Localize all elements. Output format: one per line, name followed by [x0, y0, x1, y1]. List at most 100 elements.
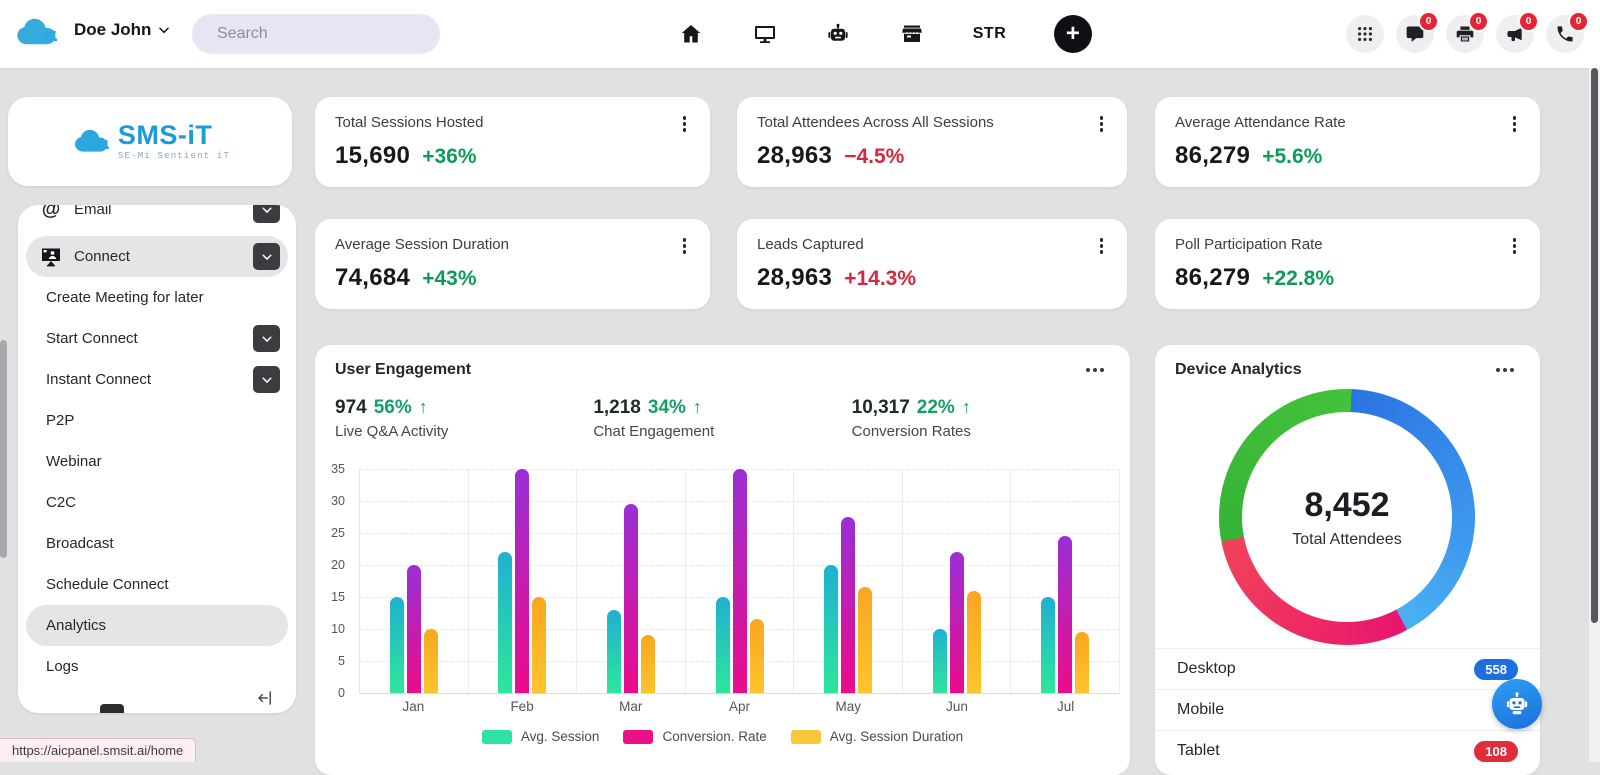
metric-chat-engagement: 1,218 34% ↑ Chat Engagement	[593, 397, 851, 440]
sidebar-logo-card: SMS-iT SE-Mi Sentient iT	[8, 97, 292, 186]
sidebar-item-label: Schedule Connect	[46, 576, 169, 593]
engagement-metrics: 974 56% ↑ Live Q&A Activity 1,218 34% ↑ Chat En…	[335, 397, 1110, 440]
total-attendees-value: 8,452	[1304, 485, 1390, 524]
stat-card-total-sessions-hosted: Total Sessions Hosted 15,690 +36%	[315, 97, 710, 187]
chevron-down-icon	[159, 27, 170, 34]
bar-jan-avg-session-duration	[423, 629, 438, 693]
notification-badge: 0	[1568, 11, 1589, 32]
sidebar-item-label: Instant Connect	[46, 371, 152, 388]
sidebar-item-start-connect[interactable]: Start Connect	[26, 318, 288, 359]
metric-value: 974	[335, 397, 367, 418]
sidebar-scrollbar[interactable]	[0, 340, 7, 558]
sidebar-item-broadcast[interactable]: Broadcast	[26, 523, 288, 564]
kebab-menu-icon[interactable]	[1096, 236, 1108, 256]
chart-legend: Avg. Session Conversion. Rate Avg. Session…	[315, 729, 1130, 744]
legend-item-avg-session-duration: Avg. Session Duration	[790, 729, 963, 744]
x-axis-label: Apr	[729, 699, 751, 714]
kebab-menu-icon[interactable]	[1096, 114, 1108, 134]
stat-title: Average Session Duration	[335, 236, 509, 253]
robot-icon[interactable]	[825, 21, 851, 47]
metric-pct: 34%	[647, 397, 686, 418]
legend-label: Avg. Session	[520, 729, 600, 744]
metric-label: Chat Engagement	[593, 423, 715, 440]
smsit-logo-title: SMS-iT	[117, 120, 213, 150]
device-row-desktop[interactable]: Desktop 558	[1155, 648, 1540, 689]
device-row-mobile[interactable]: Mobile	[1155, 689, 1540, 730]
search-input[interactable]	[215, 24, 426, 44]
x-axis-label: Mar	[619, 699, 643, 714]
apps-grid-icon[interactable]	[1346, 15, 1384, 53]
sidebar-item-p2p[interactable]: P2P	[26, 400, 288, 441]
metric-label: Live Q&A Activity	[335, 423, 449, 440]
bar-jan-avg-session	[389, 597, 404, 693]
store-icon[interactable]	[899, 21, 925, 47]
megaphone-icon[interactable]: 0	[1496, 11, 1539, 53]
bar-may-avg-session-duration	[858, 587, 873, 693]
sidebar-item-schedule-connect[interactable]: Schedule Connect	[26, 564, 288, 605]
y-axis-tick: 0	[338, 686, 345, 700]
sidebar-item-analytics[interactable]: Analytics	[26, 605, 288, 646]
str-link[interactable]: STR	[972, 25, 1007, 42]
stat-value: 74,684	[335, 263, 411, 291]
chevron-down-icon[interactable]	[253, 325, 280, 352]
robot-mascot-icon	[1506, 692, 1528, 715]
page-scrollbar[interactable]	[1589, 68, 1600, 762]
metric-label: Conversion Rates	[851, 423, 971, 440]
search-box[interactable]	[192, 14, 440, 54]
x-axis-label: Jun	[946, 699, 968, 714]
nav-center-icons: STR +	[678, 0, 1092, 68]
bar-mar-avg-session	[606, 609, 621, 693]
kebab-menu-icon[interactable]	[679, 236, 691, 256]
clipped-menu-icon	[100, 704, 124, 713]
sidebar-item-webinar[interactable]: Webinar	[26, 441, 288, 482]
metric-live-q-a-activity: 974 56% ↑ Live Q&A Activity	[335, 397, 593, 440]
legend-item-avg-session: Avg. Session	[481, 729, 600, 744]
stat-card-average-attendance-rate: Average Attendance Rate 86,279 +5.6%	[1155, 97, 1540, 187]
add-button[interactable]: +	[1053, 15, 1092, 53]
sidebar-item-connect[interactable]: Connect	[26, 236, 288, 277]
sidebar-item-c2c[interactable]: C2C	[26, 482, 288, 523]
chat-icon[interactable]: 0	[1396, 11, 1439, 53]
home-icon[interactable]	[678, 21, 704, 47]
printer-icon[interactable]: 0	[1446, 11, 1489, 53]
stat-value: 28,963	[757, 141, 833, 169]
sidebar-item-label: Connect	[74, 248, 130, 265]
x-axis-label: Jul	[1057, 699, 1075, 714]
stat-card-total-attendees-across-all-sessions: Total Attendees Across All Sessions 28,96…	[737, 97, 1127, 187]
bar-feb-conversion-rate	[515, 469, 530, 693]
stat-title: Average Attendance Rate	[1175, 114, 1346, 131]
scrollbar-thumb[interactable]	[1591, 68, 1598, 623]
sidebar-item-email[interactable]: @ Email	[26, 205, 288, 230]
sidebar-item-label: Create Meeting for later	[46, 289, 204, 306]
stat-delta: −4.5%	[844, 144, 905, 168]
monitor-icon[interactable]	[752, 21, 778, 47]
collapse-sidebar-icon[interactable]	[256, 689, 274, 712]
device-row-tablet[interactable]: Tablet 108	[1155, 730, 1540, 771]
bar-jan-conversion-rate	[406, 565, 421, 693]
device-menu-icon[interactable]	[1492, 364, 1518, 376]
device-label: Desktop	[1177, 660, 1236, 677]
chevron-down-icon[interactable]	[253, 243, 280, 270]
stat-value: 15,690	[335, 141, 411, 169]
kebab-menu-icon[interactable]	[1509, 114, 1521, 134]
sidebar-item-create-meeting-for-later[interactable]: Create Meeting for later	[26, 277, 288, 318]
sidebar-item-logs[interactable]: Logs	[26, 646, 288, 687]
bar-jul-avg-session-duration	[1075, 632, 1090, 693]
kebab-menu-icon[interactable]	[1509, 236, 1521, 256]
stat-title: Total Sessions Hosted	[335, 114, 484, 131]
total-attendees-label: Total Attendees	[1292, 530, 1402, 548]
trend-up-icon: ↑	[692, 397, 702, 417]
bar-feb-avg-session-duration	[532, 597, 547, 693]
sidebar-item-label: Webinar	[46, 453, 102, 470]
kebab-menu-icon[interactable]	[679, 114, 691, 134]
bar-mar-avg-session-duration	[640, 635, 655, 693]
user-menu[interactable]: Doe John	[74, 20, 171, 40]
chatbot-fab[interactable]	[1492, 679, 1542, 729]
metric-pct: 22%	[916, 397, 955, 418]
chevron-down-icon[interactable]	[253, 205, 280, 223]
chevron-down-icon[interactable]	[253, 366, 280, 393]
phone-icon[interactable]: 0	[1546, 11, 1589, 53]
engagement-menu-icon[interactable]	[1082, 364, 1108, 376]
sidebar-item-instant-connect[interactable]: Instant Connect	[26, 359, 288, 400]
device-title: Device Analytics	[1175, 361, 1302, 378]
